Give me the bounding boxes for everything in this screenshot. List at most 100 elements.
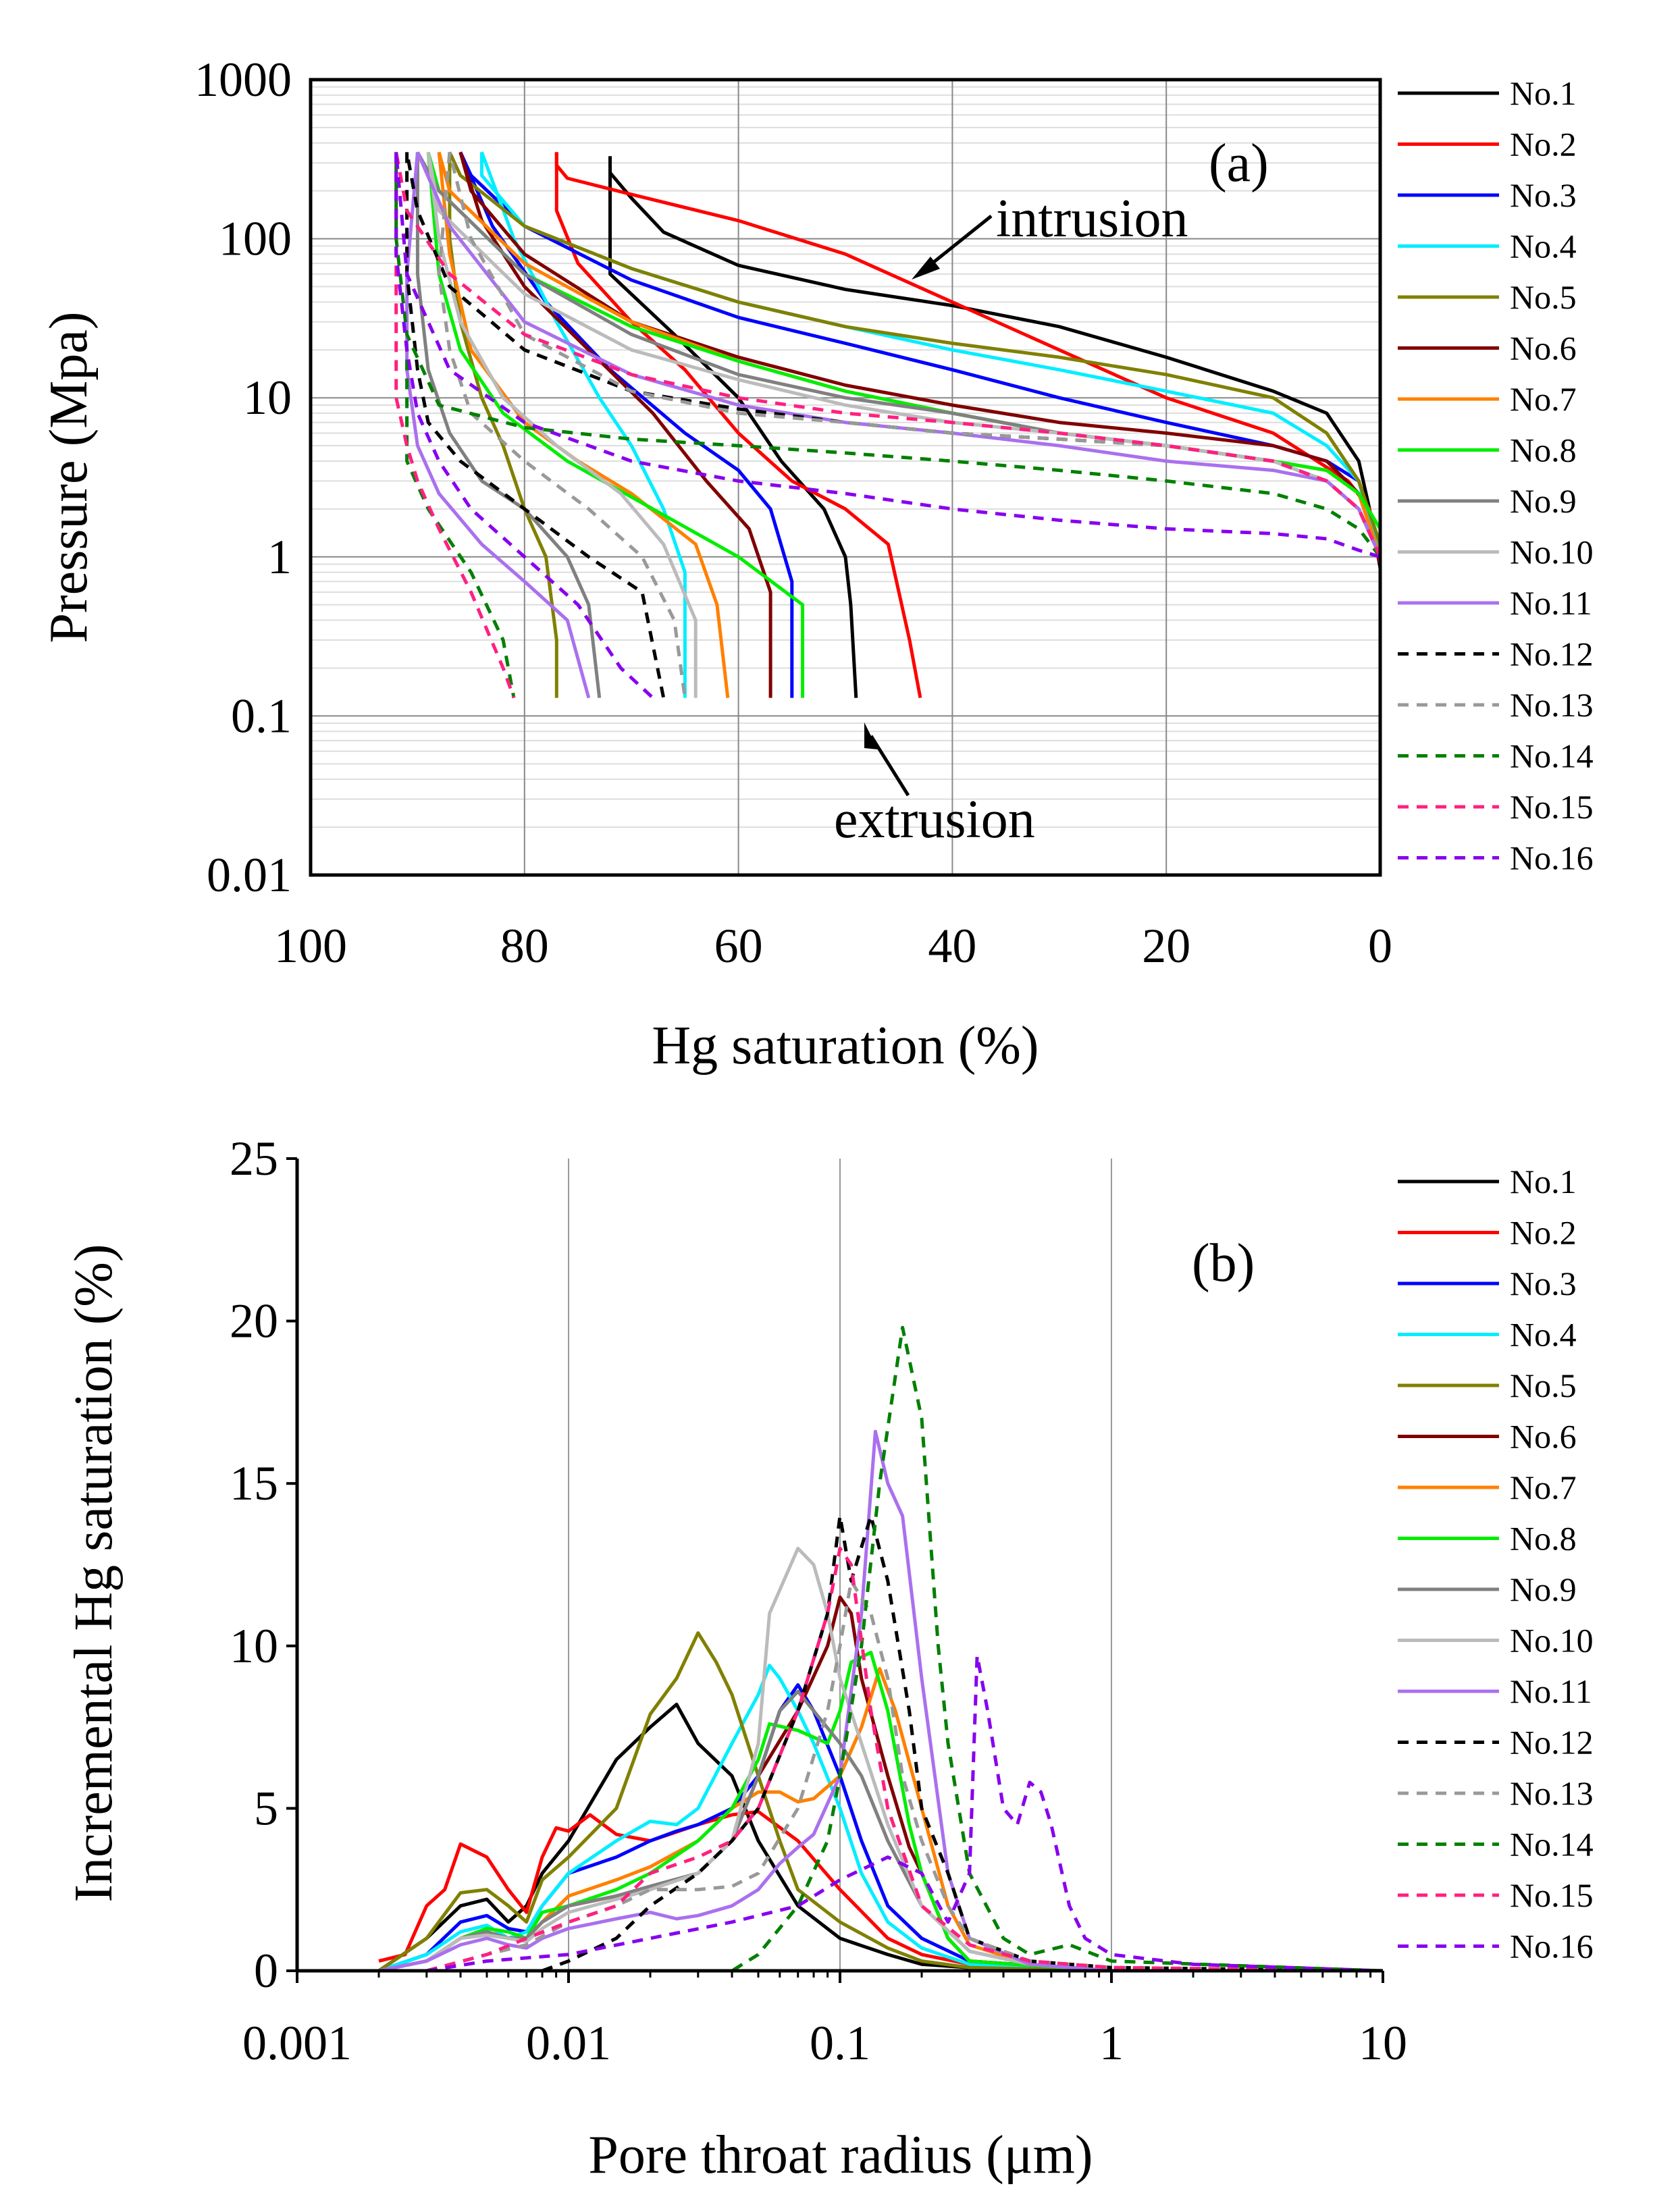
panel-a-series-No10-extrusion [426, 152, 698, 698]
panel-a-plot-frame [309, 78, 1382, 877]
panel-a-x-tick-label: 40 [928, 919, 976, 973]
panel-b-y-tick-label: 15 [230, 1456, 278, 1510]
legend-label-No15: No.15 [1510, 788, 1594, 826]
panel-b-x-axis-title: Pore throat radius (μm) [588, 2125, 1093, 2185]
panel-a-y-tick-label: 0.01 [207, 848, 292, 902]
legend-label-No12: No.12 [1510, 635, 1594, 673]
legend-label-No4: No.4 [1510, 1316, 1577, 1354]
panel-a-x-tick-label: 0 [1368, 919, 1392, 973]
legend-label-No4: No.4 [1510, 228, 1577, 265]
panel-a-series-No2-intrusion [554, 152, 1382, 565]
legend-label-No16: No.16 [1510, 1928, 1594, 1965]
panel-a-series-No6-extrusion [458, 151, 772, 698]
panel-a-x-tick-label: 80 [500, 919, 549, 973]
legend-label-No2: No.2 [1510, 126, 1577, 163]
panel-a-chart: 100 80 60 40 20 0 0.01 0.1 1 10 100 1000 (a) intru… [39, 53, 1594, 1076]
panel-b-y-tick-label: 0 [254, 1944, 278, 1998]
panel-a-series-No12-extrusion [405, 152, 666, 699]
panel-b-series-No12 [542, 1514, 1384, 1973]
legend-label-No10: No.10 [1510, 1622, 1594, 1660]
panel-a-series-No6-intrusion [458, 151, 1382, 558]
legend-label-No3: No.3 [1510, 176, 1577, 214]
legend-label-No2: No.2 [1510, 1214, 1577, 1252]
panel-a-series-No16-extrusion [394, 152, 654, 699]
panel-a-series-No5-intrusion [448, 151, 1382, 545]
legend-label-No5: No.5 [1510, 278, 1577, 316]
annotation-intrusion: intrusion [996, 189, 1188, 248]
legend-label-No15: No.15 [1510, 1876, 1594, 1914]
panel-b-y-tick-labels: 0 5 10 15 20 25 [230, 1132, 297, 1998]
panel-b-y-axis-title: Incremental Hg saturation (%) [64, 1244, 124, 1902]
panel-b-series-No3 [378, 1683, 1383, 1973]
legend-label-No1: No.1 [1510, 74, 1577, 112]
panel-a-series-No4-intrusion [479, 152, 1382, 558]
panel-a-legend: No.1 No.2 No.3 No.4 No.5 No.6 No.7 No.8 No.9 No.1… [1398, 74, 1594, 877]
legend-label-No16: No.16 [1510, 839, 1594, 877]
legend-label-No11: No.11 [1510, 584, 1592, 622]
panel-b-chart: 0.001 0.01 0.1 1 10 0 5 10 15 20 25 (b) Pore thro… [64, 1132, 1594, 2185]
panel-a-x-tick-labels: 100 80 60 40 20 0 [274, 919, 1392, 973]
legend-label-No10: No.10 [1510, 533, 1594, 571]
legend-label-No5: No.5 [1510, 1367, 1577, 1404]
annotation-extrusion-arrowhead [864, 722, 878, 749]
panel-a-x-axis-title: Hg saturation (%) [652, 1016, 1039, 1076]
panel-b-x-tick-labels: 0.001 0.01 0.1 1 10 [242, 1971, 1407, 2070]
legend-label-No6: No.6 [1510, 329, 1577, 367]
panel-a-x-tick-label: 20 [1142, 919, 1190, 973]
panel-a-x-tick-label: 100 [274, 919, 347, 973]
annotation-intrusion-arrow [922, 215, 993, 271]
panel-a-series-No3-intrusion [458, 151, 1382, 558]
legend-label-No12: No.12 [1510, 1724, 1594, 1761]
panel-b-y-tick-label: 25 [230, 1132, 278, 1186]
panel-a-y-tick-label: 1000 [194, 53, 292, 107]
panel-b-series-No4 [378, 1664, 1383, 1973]
panel-a-series-No15-extrusion [394, 152, 516, 699]
legend-label-No8: No.8 [1510, 431, 1577, 469]
panel-b-series-No5 [377, 1631, 1383, 1973]
panel-a-label: (a) [1209, 134, 1269, 193]
legend-label-No9: No.9 [1510, 1570, 1577, 1608]
panel-a-series-No16-intrusion [394, 152, 1381, 559]
panel-a-y-tick-label: 0.1 [231, 689, 292, 743]
panel-b-y-tick-label: 10 [230, 1619, 278, 1673]
panel-b-series-No10 [378, 1546, 1383, 1973]
panel-b-series-No11 [378, 1429, 1383, 1973]
legend-label-No13: No.13 [1510, 686, 1594, 724]
panel-a-series-No4-extrusion [480, 151, 687, 698]
panel-b-series-No14 [677, 1325, 1384, 1973]
panel-b-gridlines [568, 1159, 1112, 1971]
panel-b-series-No8 [378, 1650, 1383, 1973]
panel-b-label: (b) [1192, 1234, 1255, 1293]
panel-a-series-No10-intrusion [426, 151, 1382, 558]
panel-a-series-No15-intrusion [394, 151, 1382, 558]
panel-b-series-No2 [378, 1809, 1383, 1973]
panel-b-x-tick-label: 10 [1359, 2016, 1407, 2070]
panel-b-x-tick-label: 1 [1099, 2016, 1124, 2070]
panel-a-minor-gridlines [311, 86, 1380, 828]
legend-label-No6: No.6 [1510, 1418, 1577, 1456]
legend-label-No7: No.7 [1510, 1468, 1577, 1506]
legend-label-No13: No.13 [1510, 1774, 1594, 1812]
panel-a-y-tick-labels: 0.01 0.1 1 10 100 1000 [194, 53, 292, 902]
panel-b-legend: No.1 No.2 No.3 No.4 No.5 No.6 No.7 No.8 No.9 No.1… [1398, 1163, 1594, 1965]
legend-label-No14: No.14 [1510, 737, 1594, 775]
panel-a-series-No1-intrusion [608, 156, 1382, 568]
panel-b-series-No15 [426, 1546, 1384, 1973]
panel-b-x-tick-label: 0.001 [242, 2016, 352, 2070]
panel-a-x-tick-label: 60 [714, 919, 763, 973]
legend-label-No11: No.11 [1510, 1672, 1592, 1710]
panel-a-series-No9-extrusion [415, 152, 602, 698]
panel-b-x-tick-label: 0.1 [810, 2016, 870, 2070]
panel-a-series-No14-intrusion [394, 152, 1382, 558]
panel-b-series-No1 [377, 1702, 1383, 1973]
panel-a-y-tick-label: 100 [219, 212, 292, 266]
panel-a-y-axis-title: Pressure (Mpa) [39, 312, 99, 643]
legend-label-No3: No.3 [1510, 1265, 1577, 1302]
panel-a-series-No8-extrusion [426, 152, 805, 698]
panel-b-series-lines [377, 1325, 1384, 1973]
panel-a-major-gridlines [311, 80, 1380, 875]
panel-b-y-tick-label: 5 [254, 1781, 278, 1835]
legend-label-No14: No.14 [1510, 1826, 1594, 1863]
panel-b-x-tick-label: 0.01 [526, 2016, 611, 2070]
panel-a-y-tick-label: 1 [267, 530, 292, 584]
